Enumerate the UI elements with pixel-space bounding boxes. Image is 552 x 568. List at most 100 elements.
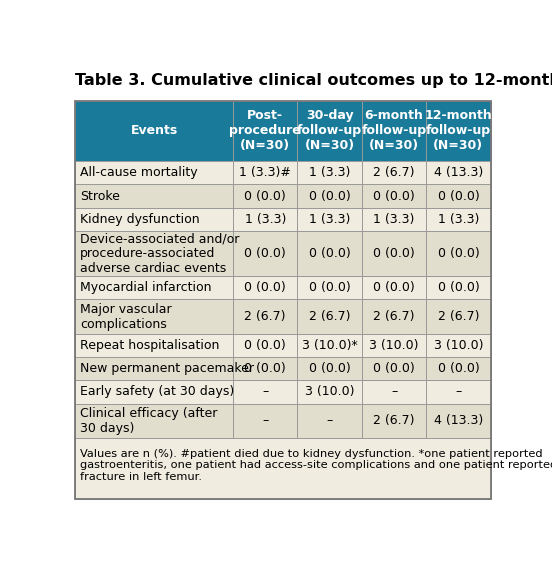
Text: 3 (10.0): 3 (10.0) [305, 386, 354, 398]
Bar [298, 357, 362, 380]
Bar [362, 404, 426, 438]
Text: 0 (0.0): 0 (0.0) [438, 247, 479, 260]
Text: 2 (6.7): 2 (6.7) [373, 414, 415, 427]
Text: 2 (6.7): 2 (6.7) [245, 310, 286, 323]
Bar [362, 208, 426, 231]
Text: 4 (13.3): 4 (13.3) [434, 166, 483, 179]
Bar [426, 185, 491, 208]
Bar [298, 231, 362, 276]
Text: 0 (0.0): 0 (0.0) [438, 362, 479, 375]
Text: –: – [391, 386, 397, 398]
Text: 0 (0.0): 0 (0.0) [309, 362, 351, 375]
Text: 2 (6.7): 2 (6.7) [373, 310, 415, 323]
Text: 6-month
follow-up
(N=30): 6-month follow-up (N=30) [362, 109, 427, 152]
Bar [426, 404, 491, 438]
Text: 0 (0.0): 0 (0.0) [438, 190, 479, 203]
Bar [298, 161, 362, 185]
Bar [426, 161, 491, 185]
Text: Clinical efficacy (after
30 days): Clinical efficacy (after 30 days) [80, 407, 217, 435]
Bar [426, 101, 491, 161]
Text: 1 (3.3): 1 (3.3) [309, 213, 351, 226]
Text: Repeat hospitalisation: Repeat hospitalisation [80, 339, 219, 352]
Text: 0 (0.0): 0 (0.0) [438, 281, 479, 294]
Text: Early safety (at 30 days): Early safety (at 30 days) [80, 386, 234, 398]
Bar [75, 299, 233, 333]
Text: 0 (0.0): 0 (0.0) [245, 362, 286, 375]
Bar [362, 380, 426, 404]
Text: 0 (0.0): 0 (0.0) [373, 281, 415, 294]
Bar [298, 208, 362, 231]
Text: Values are n (%). #patient died due to kidney dysfunction. *one patient reported: Values are n (%). #patient died due to k… [80, 449, 552, 482]
Text: 1 (3.3): 1 (3.3) [438, 213, 479, 226]
Bar [75, 438, 491, 499]
Text: 0 (0.0): 0 (0.0) [309, 247, 351, 260]
Text: Table 3. Cumulative clinical outcomes up to 12-month follow-up.: Table 3. Cumulative clinical outcomes up… [75, 73, 552, 88]
Bar [75, 161, 233, 185]
Text: 0 (0.0): 0 (0.0) [309, 190, 351, 203]
Bar [298, 380, 362, 404]
Bar [362, 333, 426, 357]
Text: 0 (0.0): 0 (0.0) [373, 247, 415, 260]
Text: Post-
procedure
(N=30): Post- procedure (N=30) [230, 109, 301, 152]
Bar [75, 185, 233, 208]
Bar [426, 299, 491, 333]
Bar [75, 357, 233, 380]
Text: 4 (13.3): 4 (13.3) [434, 414, 483, 427]
Bar [233, 185, 298, 208]
Text: 0 (0.0): 0 (0.0) [245, 281, 286, 294]
Text: 0 (0.0): 0 (0.0) [245, 339, 286, 352]
Bar [362, 276, 426, 299]
Bar [233, 299, 298, 333]
Text: 1 (3.3)#: 1 (3.3)# [240, 166, 291, 179]
Bar [298, 299, 362, 333]
Bar [362, 357, 426, 380]
Text: 1 (3.3): 1 (3.3) [245, 213, 286, 226]
Bar [75, 276, 233, 299]
Text: 0 (0.0): 0 (0.0) [373, 190, 415, 203]
Bar [233, 380, 298, 404]
Bar [298, 185, 362, 208]
Text: –: – [455, 386, 461, 398]
Bar [233, 404, 298, 438]
Bar [75, 404, 233, 438]
Bar [426, 357, 491, 380]
Text: –: – [262, 386, 268, 398]
Bar [75, 101, 233, 161]
Bar [233, 208, 298, 231]
Bar [233, 231, 298, 276]
Bar [298, 333, 362, 357]
Bar [75, 333, 233, 357]
Bar [362, 231, 426, 276]
Text: 2 (6.7): 2 (6.7) [438, 310, 479, 323]
Bar [233, 276, 298, 299]
Bar [298, 404, 362, 438]
Text: Kidney dysfunction: Kidney dysfunction [80, 213, 199, 226]
Bar [298, 276, 362, 299]
Text: Device-associated and/or
procedure-associated
adverse cardiac events: Device-associated and/or procedure-assoc… [80, 232, 239, 275]
Bar [233, 357, 298, 380]
Bar [426, 231, 491, 276]
Text: 1 (3.3): 1 (3.3) [309, 166, 351, 179]
Text: 1 (3.3): 1 (3.3) [373, 213, 415, 226]
Bar [233, 161, 298, 185]
Bar [75, 380, 233, 404]
Bar [298, 101, 362, 161]
Text: Stroke: Stroke [80, 190, 120, 203]
Text: 30-day
follow-up
(N=30): 30-day follow-up (N=30) [297, 109, 362, 152]
Text: 3 (10.0): 3 (10.0) [434, 339, 483, 352]
Text: All-cause mortality: All-cause mortality [80, 166, 198, 179]
Bar [426, 333, 491, 357]
Bar [362, 299, 426, 333]
Text: –: – [262, 414, 268, 427]
Text: New permanent pacemaker: New permanent pacemaker [80, 362, 254, 375]
Bar [75, 231, 233, 276]
Text: 2 (6.7): 2 (6.7) [309, 310, 351, 323]
Text: Myocardial infarction: Myocardial infarction [80, 281, 211, 294]
Bar [362, 185, 426, 208]
Bar [75, 208, 233, 231]
Bar [426, 380, 491, 404]
Text: 0 (0.0): 0 (0.0) [309, 281, 351, 294]
Text: –: – [326, 414, 333, 427]
Text: Events: Events [130, 124, 178, 137]
Text: 12-month
follow-up
(N=30): 12-month follow-up (N=30) [424, 109, 492, 152]
